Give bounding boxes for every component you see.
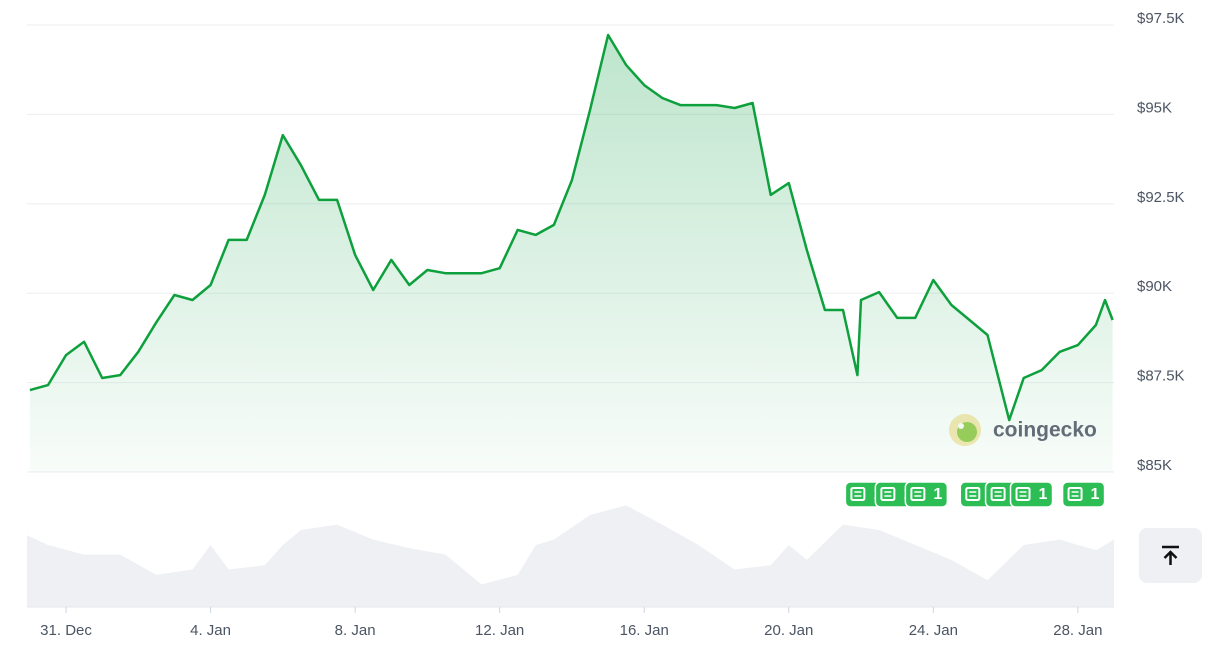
news-marker: 1 — [1009, 481, 1054, 508]
news-count: 1 — [1091, 486, 1100, 503]
x-tick-label: 8. Jan — [335, 622, 376, 639]
price-line — [29, 33, 1114, 422]
y-tick-label: $92.5K — [1137, 189, 1185, 206]
y-tick-label: $95K — [1137, 99, 1172, 116]
news-icon — [850, 487, 866, 501]
scroll-to-top-icon — [1162, 545, 1179, 565]
news-icon — [990, 487, 1006, 501]
y-tick-label: $85K — [1137, 457, 1172, 474]
news-icon — [910, 487, 926, 501]
x-tick-label: 12. Jan — [475, 622, 524, 639]
news-count: 1 — [933, 486, 942, 503]
scroll-to-top-button[interactable] — [1139, 528, 1202, 583]
news-icon — [880, 487, 896, 501]
y-tick-label: $87.5K — [1137, 368, 1185, 385]
news-icon — [1067, 487, 1083, 501]
x-tick-label: 31. Dec — [40, 622, 92, 639]
x-tick-label: 24. Jan — [909, 622, 958, 639]
x-tick-label: 4. Jan — [190, 622, 231, 639]
y-tick-label: $90K — [1137, 278, 1172, 295]
news-icon — [965, 487, 981, 501]
news-icon — [1015, 487, 1031, 501]
news-marker: 1 — [1061, 481, 1106, 508]
news-marker: 1 — [904, 481, 949, 508]
news-count: 1 — [1039, 486, 1048, 503]
volume-area — [27, 505, 1114, 607]
y-tick-label: $97.5K — [1137, 10, 1185, 27]
price-area — [29, 35, 1113, 472]
watermark-text: coingecko — [993, 419, 1097, 442]
x-tick-label: 28. Jan — [1053, 622, 1102, 639]
x-tick-label: 20. Jan — [764, 622, 813, 639]
x-tick-label: 16. Jan — [620, 622, 669, 639]
